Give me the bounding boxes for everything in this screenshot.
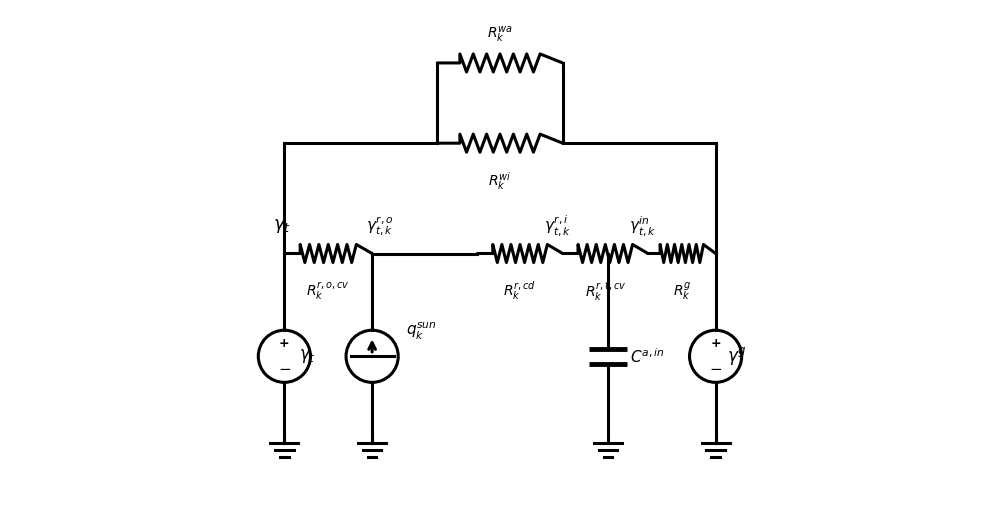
Text: $\gamma_{t,k}^{in}$: $\gamma_{t,k}^{in}$ — [629, 214, 657, 238]
Text: $C^{a,in}$: $C^{a,in}$ — [630, 347, 665, 366]
Text: $R_k^{r,o,cv}$: $R_k^{r,o,cv}$ — [306, 280, 350, 302]
Text: +: + — [710, 337, 721, 350]
Text: $\gamma_t$: $\gamma_t$ — [273, 217, 291, 235]
Text: $R_k^{r,cd}$: $R_k^{r,cd}$ — [503, 279, 537, 303]
Text: $R_k^{r,t,cv}$: $R_k^{r,t,cv}$ — [585, 280, 626, 303]
Text: −: − — [709, 362, 722, 377]
Text: $R_k^{wi}$: $R_k^{wi}$ — [488, 170, 512, 192]
Text: $R_k^{wa}$: $R_k^{wa}$ — [487, 25, 513, 45]
Text: $\gamma^g$: $\gamma^g$ — [727, 345, 746, 367]
Text: $\gamma_{t,k}^{r,i}$: $\gamma_{t,k}^{r,i}$ — [544, 213, 571, 238]
Text: +: + — [279, 337, 290, 350]
Text: $R_k^{g}$: $R_k^{g}$ — [673, 280, 691, 302]
Text: $\gamma_{t,k}^{r,o}$: $\gamma_{t,k}^{r,o}$ — [366, 214, 393, 238]
Text: $\gamma_t$: $\gamma_t$ — [299, 347, 316, 366]
Text: $q_k^{sun}$: $q_k^{sun}$ — [406, 320, 437, 342]
Text: −: − — [278, 362, 291, 377]
